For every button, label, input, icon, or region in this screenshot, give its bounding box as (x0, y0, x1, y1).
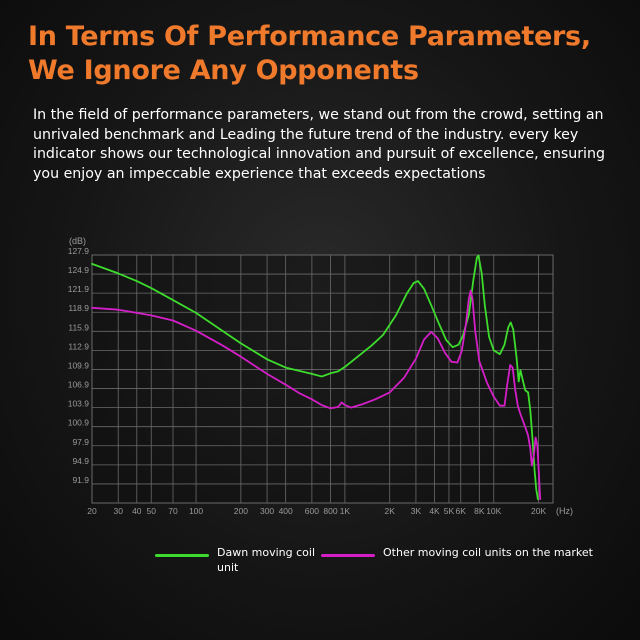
legend-item-others: Other moving coil units on the market (321, 545, 621, 560)
x-tick-label: 1K (340, 506, 351, 516)
y-tick-label: 94.9 (72, 456, 89, 466)
x-tick-label: 400 (279, 506, 293, 516)
y-tick-label: 124.9 (68, 265, 90, 275)
y-axis-label: (dB) (69, 236, 86, 246)
series-line-dawn (91, 254, 539, 501)
y-tick-label: 103.9 (68, 399, 90, 409)
x-tick-label: 600 (305, 506, 319, 516)
x-tick-label: 3K (411, 506, 422, 516)
y-tick-label: 109.9 (68, 360, 90, 370)
y-tick-label: 118.9 (68, 303, 89, 313)
x-tick-label: 50 (147, 506, 157, 516)
headline-line-2: We Ignore Any Opponents (28, 55, 419, 86)
legend-label-others: Other moving coil units on the market (383, 546, 593, 559)
y-tick-label: 91.9 (72, 475, 89, 485)
x-tick-label: 4K (429, 506, 440, 516)
x-tick-label: 10K (486, 506, 501, 516)
x-tick-label: 5K (444, 506, 455, 516)
x-tick-label: 6K (456, 506, 467, 516)
y-tick-label: 97.9 (72, 437, 89, 447)
y-tick-label: 121.9 (68, 284, 90, 294)
legend-swatch-magenta (321, 554, 375, 557)
legend-swatch-green (155, 554, 209, 557)
plot-area (91, 254, 554, 504)
x-tick-label: 200 (234, 506, 248, 516)
x-tick-label: 40 (132, 506, 142, 516)
legend-label-dawn: Dawn moving coil unit (217, 546, 316, 574)
x-tick-label: 20K (531, 506, 546, 516)
headline: In Terms Of Performance Parameters, We I… (28, 20, 591, 88)
y-tick-label: 115.9 (68, 322, 89, 332)
legend-item-dawn: Dawn moving coil unit (155, 545, 325, 575)
y-tick-label: 112.9 (68, 341, 89, 351)
x-tick-label: 100 (189, 506, 203, 516)
x-tick-label: 800 (323, 506, 337, 516)
x-axis-label: (Hz) (556, 506, 573, 516)
y-tick-label: 100.9 (68, 418, 90, 428)
x-tick-label: 300 (260, 506, 274, 516)
y-tick-label: 106.9 (68, 380, 90, 390)
x-tick-label: 30 (113, 506, 123, 516)
x-tick-label: 70 (168, 506, 178, 516)
y-tick-label: 127.9 (68, 246, 90, 256)
x-tick-label: 20 (87, 506, 97, 516)
x-tick-label: 8K (474, 506, 485, 516)
description-text: In the field of performance parameters, … (33, 107, 605, 182)
x-tick-label: 2K (385, 506, 396, 516)
series-line-others (91, 289, 542, 501)
headline-line-1: In Terms Of Performance Parameters, (28, 21, 591, 52)
